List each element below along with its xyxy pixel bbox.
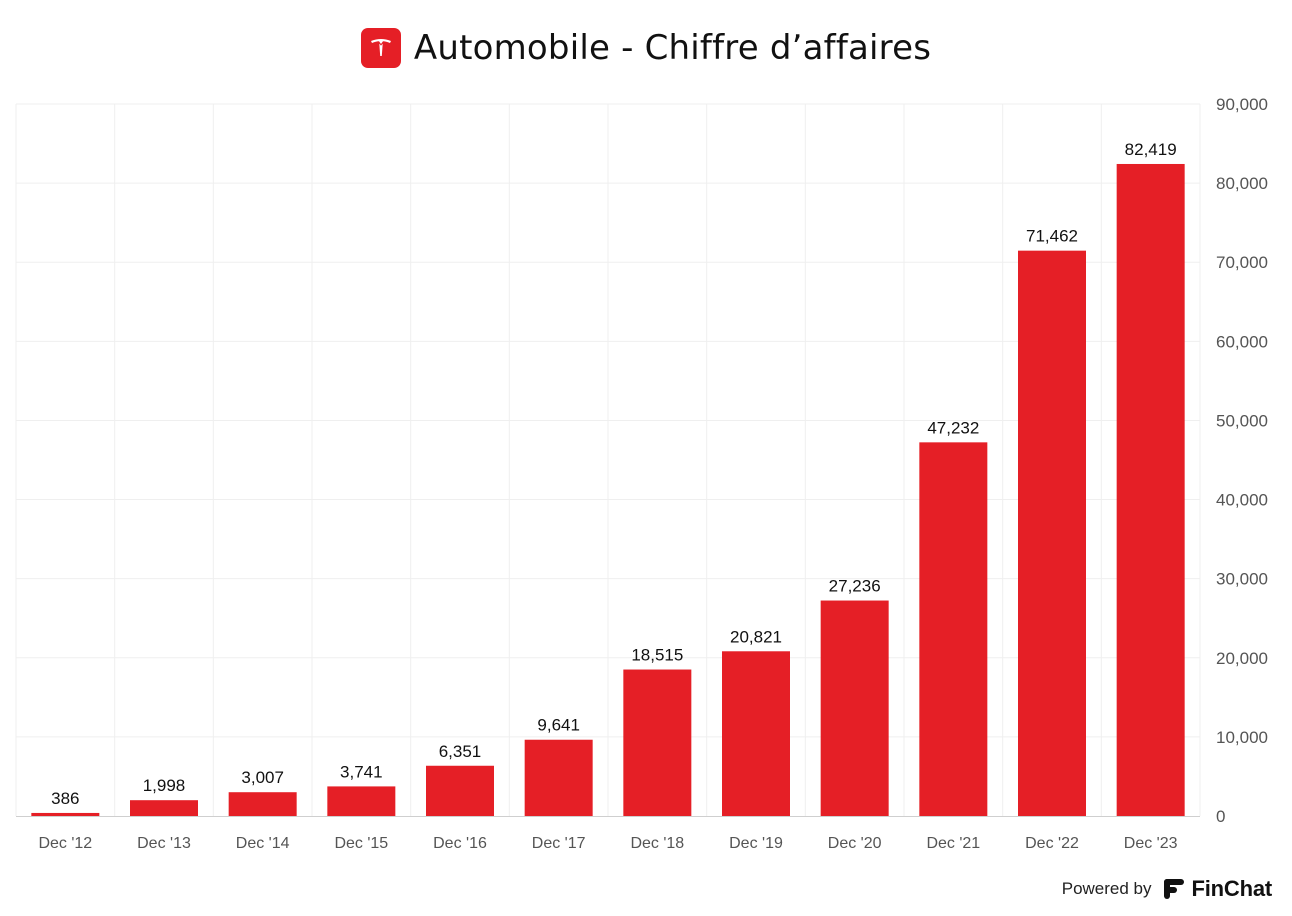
x-axis: Dec '12 Dec '13 Dec '14 Dec '15 Dec '16 Dec '…: [16, 816, 1200, 852]
data-label: 3,741: [340, 762, 383, 781]
y-tick-label: 70,000: [1216, 253, 1268, 272]
y-tick-label: 50,000: [1216, 411, 1268, 430]
y-tick-label: 40,000: [1216, 491, 1268, 510]
bar: [327, 786, 396, 816]
x-tick-label: Dec '21: [926, 835, 980, 852]
bar: [919, 442, 988, 816]
x-tick-label: Dec '16: [433, 835, 487, 852]
data-label: 20,821: [730, 627, 782, 646]
tesla-logo-icon: [360, 28, 401, 68]
y-tick-label: 10,000: [1216, 728, 1268, 747]
y-tick-label: 90,000: [1216, 95, 1268, 114]
x-tick-label: Dec '20: [828, 835, 882, 852]
chart-header: Automobile - Chiffre d’affaires: [0, 28, 1292, 68]
data-labels-layer: 386 1,998 3,007 3,741 6,351 9,641 18,515 20,821…: [51, 140, 1177, 808]
data-label: 18,515: [631, 646, 683, 665]
x-tick-label: Dec '15: [334, 835, 388, 852]
bar: [1116, 163, 1185, 817]
powered-by-text: Powered by: [1061, 879, 1152, 898]
data-label: 9,641: [537, 716, 580, 735]
x-tick-label: Dec '14: [236, 835, 290, 852]
x-tick-label: Dec '23: [1124, 835, 1178, 852]
data-label: 3,007: [241, 768, 284, 787]
bar: [426, 765, 494, 816]
bar: [130, 800, 198, 816]
data-label: 47,232: [927, 418, 979, 437]
bar: [722, 651, 790, 816]
bar: [228, 792, 297, 816]
y-axis: 0 10,000 20,000 30,000 40,000 50,000 60,000 70,…: [1216, 95, 1268, 826]
x-tick-label: Dec '12: [38, 835, 92, 852]
bar: [820, 600, 889, 816]
y-tick-label: 20,000: [1216, 649, 1268, 668]
data-label: 386: [51, 789, 79, 808]
grid-layer: [15, 103, 1201, 816]
finchat-logo-icon: [1162, 877, 1186, 901]
finchat-brand-name: FinChat: [1191, 876, 1273, 901]
y-tick-label: 80,000: [1216, 174, 1268, 193]
bar: [623, 669, 692, 816]
x-tick-label: Dec '13: [137, 835, 191, 852]
data-label: 6,351: [439, 742, 482, 761]
footer-attribution: Powered by FinChat: [1062, 876, 1272, 902]
bar: [524, 739, 593, 816]
y-tick-label: 0: [1216, 807, 1225, 826]
x-tick-label: Dec '19: [729, 835, 783, 852]
y-tick-label: 30,000: [1216, 570, 1268, 589]
data-label: 71,462: [1026, 227, 1078, 246]
data-label: 27,236: [829, 577, 881, 596]
bars-layer: [31, 163, 1185, 817]
bar: [1018, 250, 1086, 816]
x-tick-label: Dec '17: [532, 835, 586, 852]
data-label: 82,419: [1125, 140, 1177, 159]
y-tick-label: 60,000: [1216, 332, 1268, 351]
bar: [31, 812, 100, 816]
x-tick-label: Dec '18: [630, 835, 684, 852]
x-tick-label: Dec '22: [1025, 835, 1079, 852]
chart-title: Automobile - Chiffre d’affaires: [413, 28, 932, 68]
data-label: 1,998: [143, 776, 186, 795]
